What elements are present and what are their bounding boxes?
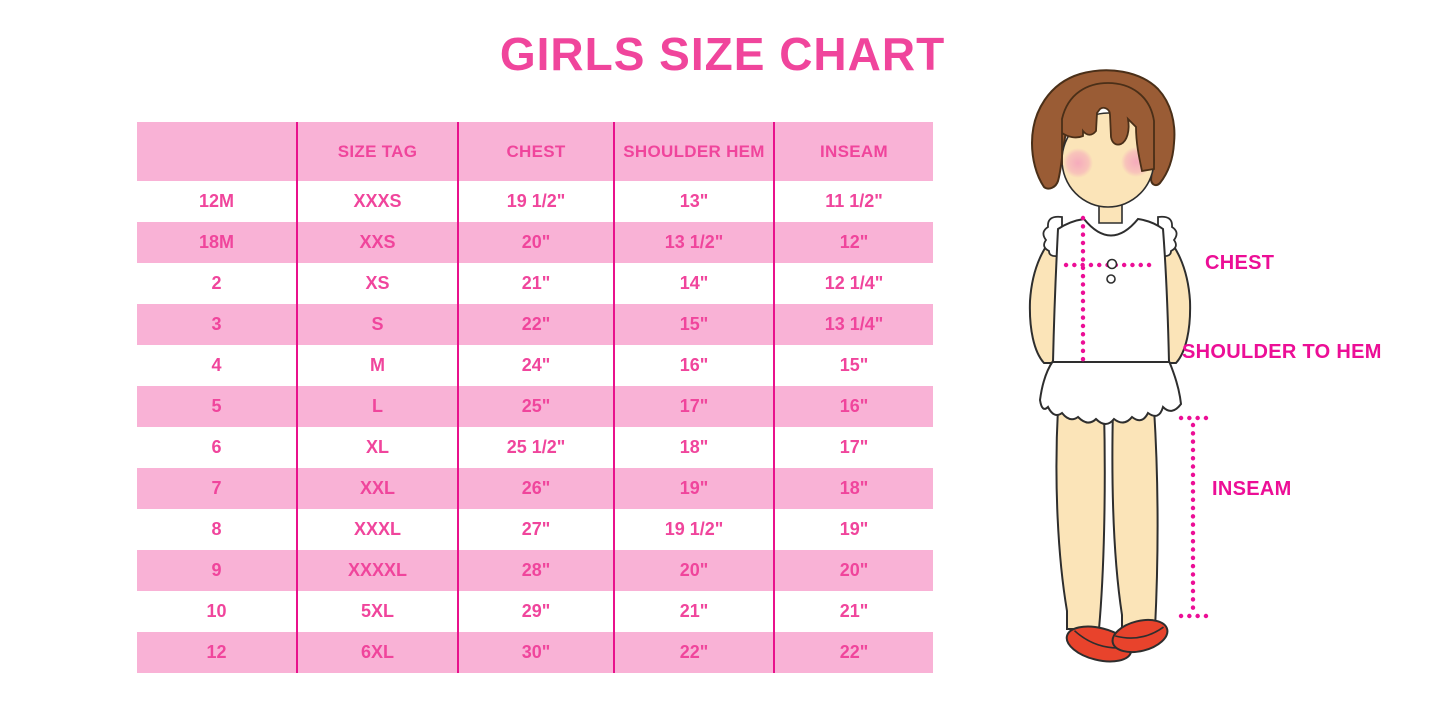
table-row: 4 M 24" 16" 15"	[137, 345, 933, 386]
left-leg	[1055, 407, 1106, 630]
shoulder-to-hem-label: SHOULDER TO HEM	[1182, 341, 1382, 363]
table-cell: 16"	[613, 345, 773, 386]
inseam-label: INSEAM	[1212, 478, 1292, 500]
table-cell: 28"	[457, 550, 613, 591]
table-cell: 5	[211, 396, 222, 416]
table-cell: XXXL	[296, 509, 457, 550]
column-header-size	[137, 122, 296, 181]
table-cell: XXXXL	[296, 550, 457, 591]
table-cell: 22"	[613, 632, 773, 673]
size-chart-table: SIZE TAG CHEST SHOULDER HEM INSEAM 12M X…	[137, 122, 933, 673]
table-cell: 12M	[198, 191, 234, 211]
table-cell: 9	[211, 560, 222, 580]
table-header-row: SIZE TAG CHEST SHOULDER HEM INSEAM	[137, 122, 933, 181]
table-row: 12 6XL 30" 22" 22"	[137, 632, 933, 673]
table-cell: 6	[211, 437, 222, 457]
table-cell: 19 1/2"	[457, 181, 613, 222]
skirt	[1038, 360, 1183, 425]
table-cell: 14"	[613, 263, 773, 304]
measurement-lines	[1063, 215, 1209, 619]
page-title: GIRLS SIZE CHART	[499, 28, 946, 80]
table-cell: 18"	[773, 468, 933, 509]
table-cell: 11 1/2"	[773, 181, 933, 222]
table-cell: 15"	[773, 345, 933, 386]
table-cell: 12	[206, 642, 227, 662]
table-cell: 20"	[773, 550, 933, 591]
table-cell: M	[296, 345, 457, 386]
table-cell: 20"	[457, 222, 613, 263]
table-cell: 13"	[613, 181, 773, 222]
girl-illustration	[1028, 69, 1192, 663]
table-cell: 12"	[773, 222, 933, 263]
table-row: 12M XXXS 19 1/2" 13" 11 1/2"	[137, 181, 933, 222]
girl-measurement-diagram	[1028, 69, 1209, 663]
table-cell: 20"	[613, 550, 773, 591]
table-cell: 19"	[613, 468, 773, 509]
table-cell: 8	[211, 519, 222, 539]
table-cell: 2	[211, 273, 222, 293]
table-row: 10 5XL 29" 21" 21"	[137, 591, 933, 632]
table-cell: 22"	[773, 632, 933, 673]
table-row: 18M XXS 20" 13 1/2" 12"	[137, 222, 933, 263]
table-cell: XXS	[296, 222, 457, 263]
table-row: 8 XXXL 27" 19 1/2" 19"	[137, 509, 933, 550]
table-row: 5 L 25" 17" 16"	[137, 386, 933, 427]
table-cell: 26"	[457, 468, 613, 509]
table-row: 3 S 22" 15" 13 1/4"	[137, 304, 933, 345]
table-row: 6 XL 25 1/2" 18" 17"	[137, 427, 933, 468]
table-cell: 25"	[457, 386, 613, 427]
table-cell: XL	[296, 427, 457, 468]
table-cell: S	[296, 304, 457, 345]
table-cell: 4	[211, 355, 222, 375]
table-cell: 15"	[613, 304, 773, 345]
table-cell: 17"	[773, 427, 933, 468]
table-cell: 25 1/2"	[457, 427, 613, 468]
table-body: 12M XXXS 19 1/2" 13" 11 1/2" 18M XXS 20"…	[137, 181, 933, 673]
table-cell: 21"	[457, 263, 613, 304]
table-cell: 30"	[457, 632, 613, 673]
table-cell: XXL	[296, 468, 457, 509]
shirt	[1051, 217, 1171, 363]
table-cell: 13 1/2"	[613, 222, 773, 263]
column-header-inseam: INSEAM	[773, 122, 933, 181]
table-row: 7 XXL 26" 19" 18"	[137, 468, 933, 509]
table-cell: 7	[211, 478, 222, 498]
table-cell: XXXS	[296, 181, 457, 222]
table-cell: 24"	[457, 345, 613, 386]
table-row: 9 XXXXL 28" 20" 20"	[137, 550, 933, 591]
column-header-size-tag: SIZE TAG	[296, 122, 457, 181]
table-cell: 13 1/4"	[773, 304, 933, 345]
table-cell: L	[296, 386, 457, 427]
table-cell: 18M	[198, 232, 234, 252]
right-leg	[1111, 407, 1159, 630]
table-cell: 21"	[773, 591, 933, 632]
table-cell: 3	[211, 314, 222, 334]
table-cell: 19 1/2"	[613, 509, 773, 550]
table-cell: 21"	[613, 591, 773, 632]
bangs	[1061, 82, 1155, 173]
table-cell: 27"	[457, 509, 613, 550]
table-cell: 18"	[613, 427, 773, 468]
shirt-button-bottom	[1106, 274, 1116, 284]
table-cell: 17"	[613, 386, 773, 427]
table-cell: 10	[206, 601, 227, 621]
table-cell: 19"	[773, 509, 933, 550]
column-header-shoulder-hem: SHOULDER HEM	[613, 122, 773, 181]
table-cell: 5XL	[296, 591, 457, 632]
table-cell: XS	[296, 263, 457, 304]
table-cell: 6XL	[296, 632, 457, 673]
table-row: 2 XS 21" 14" 12 1/4"	[137, 263, 933, 304]
table-cell: 22"	[457, 304, 613, 345]
chest-label: CHEST	[1205, 252, 1275, 274]
table-cell: 12 1/4"	[773, 263, 933, 304]
column-header-chest: CHEST	[457, 122, 613, 181]
left-blush	[1063, 148, 1093, 178]
table-cell: 16"	[773, 386, 933, 427]
table-cell: 29"	[457, 591, 613, 632]
right-shoe	[1111, 618, 1169, 654]
shirt-button-top	[1106, 258, 1118, 270]
